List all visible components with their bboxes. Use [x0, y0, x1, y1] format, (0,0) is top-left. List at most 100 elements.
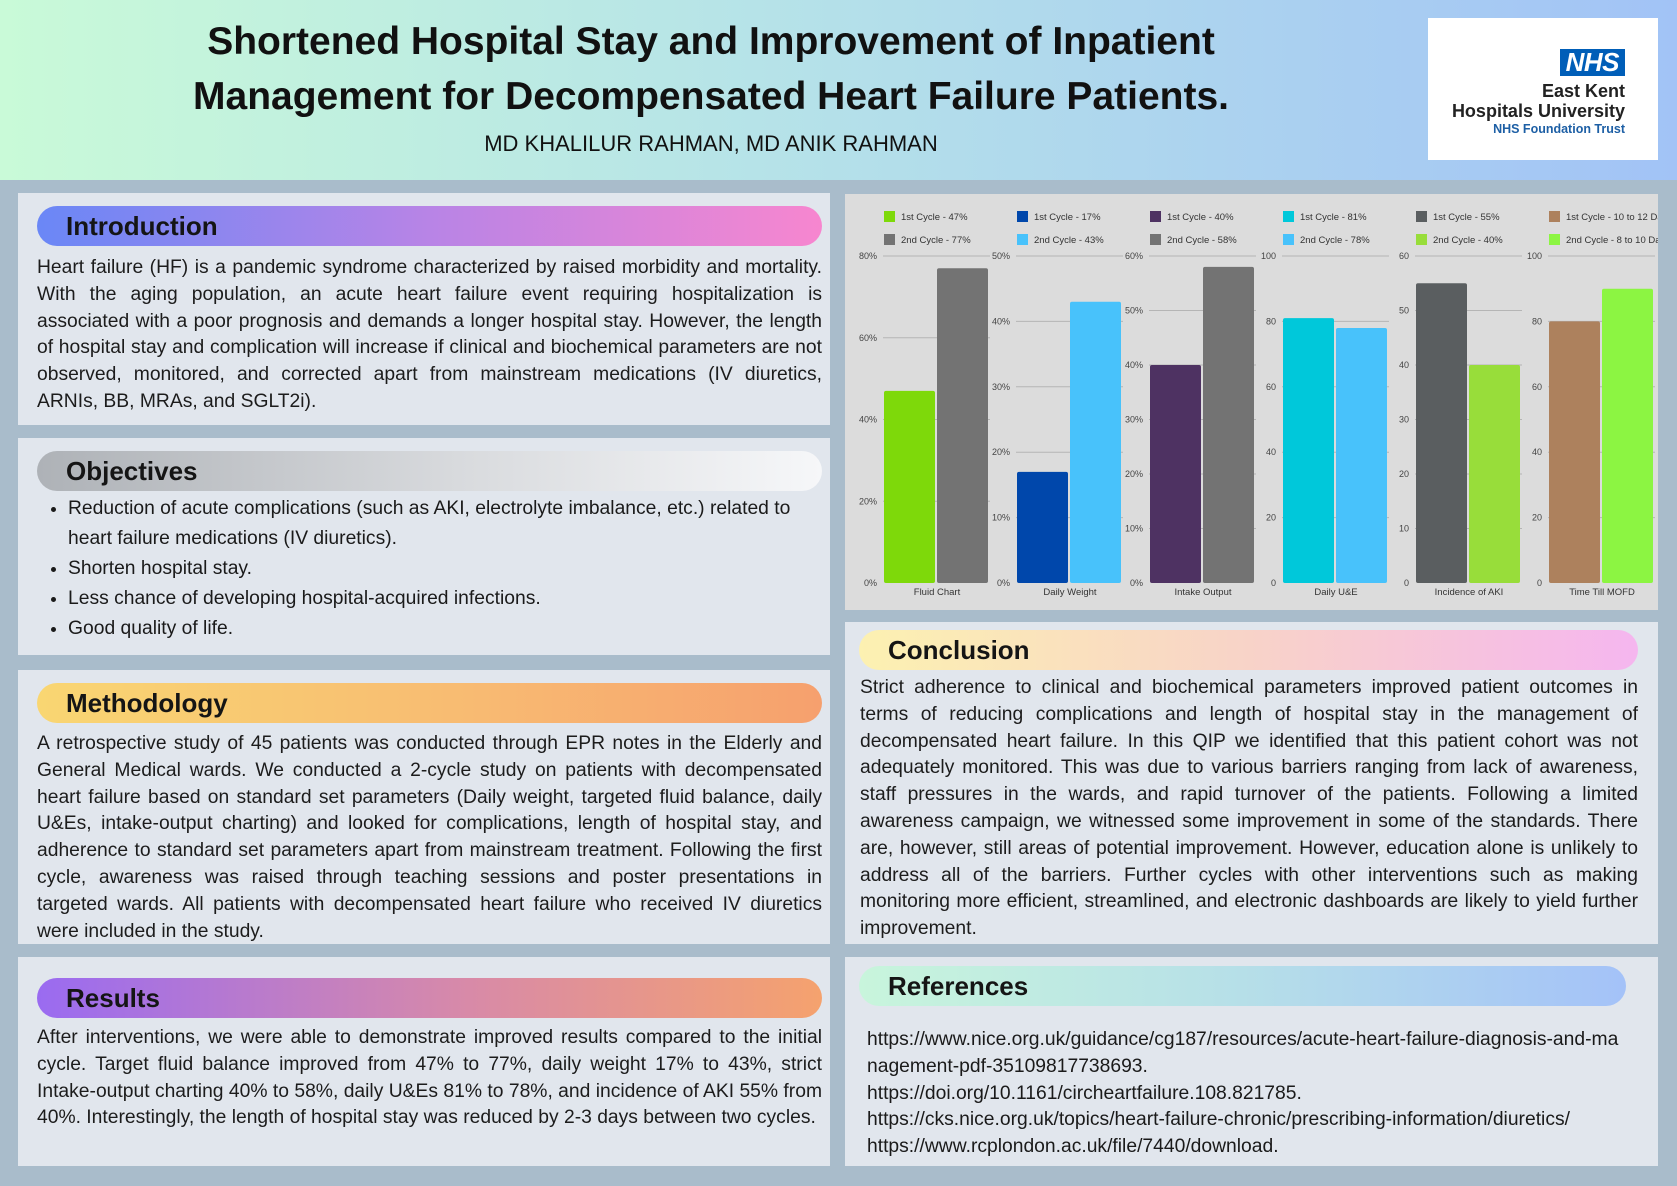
y-tick-label: 60% [1125, 251, 1143, 261]
legend-swatch [1549, 211, 1560, 222]
y-tick-label: 20 [1266, 513, 1276, 523]
y-tick-label: 100 [1261, 251, 1276, 261]
objective-item: Less chance of developing hospital-acqui… [68, 584, 820, 614]
y-tick-label: 20 [1532, 513, 1542, 523]
objective-item: Shorten hospital stay. [68, 554, 820, 584]
y-tick-label: 60 [1266, 382, 1276, 392]
y-tick-label: 10% [1125, 524, 1143, 534]
y-tick-label: 50% [1125, 306, 1143, 316]
y-tick-label: 30% [1125, 415, 1143, 425]
y-tick-label: 0 [1271, 578, 1276, 588]
y-tick-label: 60 [1532, 382, 1542, 392]
y-tick-label: 20% [992, 447, 1010, 457]
legend-swatch [1150, 211, 1161, 222]
legend-swatch [1549, 234, 1560, 245]
y-tick-label: 10 [1399, 524, 1409, 534]
bar-first-cycle [1549, 321, 1600, 583]
legend-label: 1st Cycle - 17% [1034, 212, 1101, 223]
bar-second-cycle [1336, 327, 1387, 583]
x-category-label: Daily U&E [1314, 587, 1357, 598]
methodology-panel: Methodology A retrospective study of 45 … [18, 670, 830, 944]
poster-header: Shortened Hospital Stay and Improvement … [0, 0, 1677, 180]
objectives-panel: Objectives Reduction of acute complicati… [18, 438, 830, 655]
authors: MD KHALILUR RAHMAN, MD ANIK RAHMAN [484, 131, 938, 156]
x-category-label: Fluid Chart [914, 587, 961, 598]
results-text: After interventions, we were able to dem… [37, 1027, 822, 1129]
y-tick-label: 0% [1130, 578, 1143, 588]
y-tick-label: 20% [859, 496, 877, 506]
y-tick-label: 80% [859, 251, 877, 261]
reference-link[interactable]: https://www.rcplondon.ac.uk/file/7440/do… [867, 1136, 1279, 1158]
results-heading-pill: Results [37, 978, 822, 1018]
y-tick-label: 0% [997, 578, 1010, 588]
references-heading: References [888, 971, 1029, 1001]
logo-line-2: Hospitals University [1451, 101, 1625, 121]
bar-second-cycle [1070, 301, 1121, 583]
bar-first-cycle [1416, 283, 1467, 583]
y-tick-label: 40% [992, 316, 1010, 326]
y-tick-label: 40 [1266, 447, 1276, 457]
legend-label: 1st Cycle - 10 to 12 Days [1566, 212, 1658, 223]
conclusion-text: Strict adherence to clinical and biochem… [860, 677, 1638, 940]
y-tick-label: 40 [1399, 360, 1409, 370]
reference-link[interactable]: https://cks.nice.org.uk/topics/heart-fai… [867, 1109, 1570, 1131]
legend-swatch [1283, 211, 1294, 222]
y-tick-label: 40% [859, 415, 877, 425]
legend-label: 2nd Cycle - 8 to 10 Days [1566, 235, 1658, 246]
objective-item: Reduction of acute complications (such a… [68, 494, 820, 554]
conclusion-heading-pill: Conclusion [859, 630, 1638, 670]
objectives-list: Reduction of acute complications (such a… [32, 494, 820, 644]
legend-swatch [1017, 211, 1028, 222]
references-heading-pill: References [859, 966, 1626, 1006]
results-heading: Results [66, 983, 160, 1013]
introduction-heading-pill: Introduction [37, 206, 822, 246]
y-tick-label: 60 [1399, 251, 1409, 261]
y-tick-label: 50 [1399, 306, 1409, 316]
reference-link[interactable]: https://doi.org/10.1161/circheartfailure… [867, 1082, 1302, 1104]
methodology-text: A retrospective study of 45 patients was… [37, 733, 822, 942]
legend-label: 2nd Cycle - 43% [1034, 235, 1104, 246]
legend-label: 1st Cycle - 81% [1300, 212, 1367, 223]
x-category-label: Intake Output [1174, 587, 1231, 598]
legend-label: 2nd Cycle - 77% [901, 235, 971, 246]
bar-first-cycle [1150, 365, 1201, 583]
legend-label: 2nd Cycle - 58% [1167, 235, 1237, 246]
bar-first-cycle [1283, 318, 1334, 583]
reference-link[interactable]: https://www.nice.org.uk/guidance/cg187/r… [867, 1029, 1619, 1077]
objectives-heading: Objectives [66, 456, 198, 486]
y-tick-label: 20 [1399, 469, 1409, 479]
y-tick-label: 40% [1125, 360, 1143, 370]
references-panel: References https://www.nice.org.uk/guida… [845, 957, 1658, 1166]
y-tick-label: 0 [1404, 578, 1409, 588]
introduction-text: Heart failure (HF) is a pandemic syndrom… [37, 257, 822, 412]
objective-item: Good quality of life. [68, 614, 820, 644]
legend-label: 2nd Cycle - 40% [1433, 235, 1503, 246]
y-tick-label: 100 [1527, 251, 1542, 261]
results-chart-panel: 1st Cycle - 47% 2nd Cycle - 77% 0% 20% 40% 60… [845, 194, 1672, 610]
logo-line-1: East Kent [1541, 81, 1625, 101]
nhs-logo: NHS East Kent Hospitals University NHS F… [1428, 18, 1658, 160]
title-line-2: Management for Decompensated Heart Failu… [193, 75, 1229, 118]
conclusion-heading: Conclusion [888, 635, 1030, 665]
methodology-heading: Methodology [66, 688, 228, 718]
methodology-heading-pill: Methodology [37, 683, 822, 723]
y-tick-label: 80 [1266, 316, 1276, 326]
legend-label: 1st Cycle - 47% [901, 212, 968, 223]
y-tick-label: 80 [1532, 316, 1542, 326]
bar-second-cycle [1203, 266, 1254, 583]
objectives-heading-pill: Objectives [37, 451, 822, 491]
nhs-mark: NHS [1559, 49, 1625, 76]
legend-swatch [1017, 234, 1028, 245]
legend-label: 1st Cycle - 40% [1167, 212, 1234, 223]
x-category-label: Incidence of AKI [1435, 587, 1504, 598]
legend-swatch [1283, 234, 1294, 245]
bar-second-cycle [1469, 365, 1520, 583]
y-tick-label: 30 [1399, 415, 1409, 425]
poster-title: Shortened Hospital Stay and Improvement … [120, 14, 1302, 124]
y-tick-label: 0% [864, 578, 877, 588]
x-category-label: Daily Weight [1043, 587, 1097, 598]
y-tick-label: 40 [1532, 447, 1542, 457]
legend-label: 2nd Cycle - 78% [1300, 235, 1370, 246]
legend-swatch [884, 234, 895, 245]
results-panel: Results After interventions, we were abl… [18, 957, 830, 1166]
